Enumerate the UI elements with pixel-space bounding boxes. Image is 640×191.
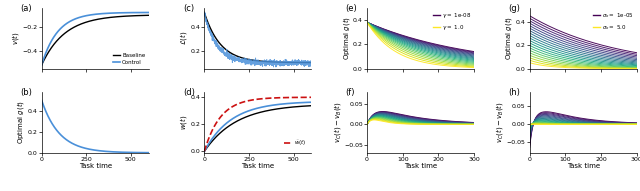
- Legend: $\sigma_x=$ 1e-05, $\sigma_x=$ 5.0: $\sigma_x=$ 1e-05, $\sigma_x=$ 5.0: [593, 11, 634, 32]
- Legend: $\tilde{w}(t)$: $\tilde{w}(t)$: [282, 137, 308, 150]
- Text: (b): (b): [20, 88, 32, 97]
- X-axis label: Task time: Task time: [404, 163, 437, 169]
- Y-axis label: $\mathcal{L}(t)$: $\mathcal{L}(t)$: [178, 31, 189, 45]
- X-axis label: Task time: Task time: [566, 163, 600, 169]
- Y-axis label: $w(t)$: $w(t)$: [178, 115, 189, 130]
- Y-axis label: $v_C(t)-v_B(t)$: $v_C(t)-v_B(t)$: [494, 101, 506, 143]
- Y-axis label: Optimal $g(t)$: Optimal $g(t)$: [15, 100, 26, 144]
- Y-axis label: Optimal $g(t)$: Optimal $g(t)$: [503, 16, 515, 60]
- Y-axis label: $v(t)$: $v(t)$: [10, 31, 21, 45]
- Text: (e): (e): [346, 4, 357, 13]
- Text: (g): (g): [508, 4, 520, 13]
- Y-axis label: Optimal $g(t)$: Optimal $g(t)$: [340, 16, 351, 60]
- Y-axis label: $v_C(t)-v_B(t)$: $v_C(t)-v_B(t)$: [332, 101, 342, 143]
- X-axis label: Task time: Task time: [241, 163, 275, 169]
- Text: (d): (d): [183, 88, 195, 97]
- Legend: $\gamma=$ 1e-08, $\gamma=$ 1.0: $\gamma=$ 1e-08, $\gamma=$ 1.0: [433, 11, 471, 32]
- Text: (f): (f): [346, 88, 355, 97]
- Legend: Baseline, Control: Baseline, Control: [112, 52, 146, 66]
- X-axis label: Task time: Task time: [79, 163, 112, 169]
- Text: (c): (c): [183, 4, 194, 13]
- Text: (h): (h): [508, 88, 520, 97]
- Text: (a): (a): [20, 4, 32, 13]
